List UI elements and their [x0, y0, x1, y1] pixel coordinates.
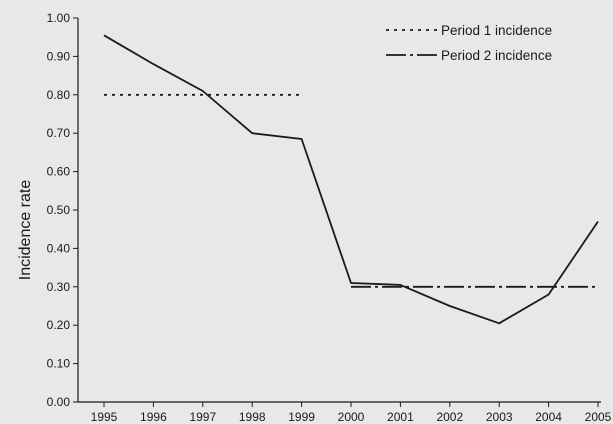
y-tick-label: 0.00: [47, 395, 71, 409]
y-tick-label: 0.50: [47, 203, 71, 217]
x-tick-label: 1997: [189, 410, 216, 424]
legend: Period 1 incidence Period 2 incidence: [386, 23, 552, 63]
legend-label: Period 1 incidence: [441, 23, 552, 38]
x-tick-label: 2003: [486, 410, 513, 424]
x-tick-label: 2004: [535, 410, 562, 424]
x-tick-label: 1996: [140, 410, 167, 424]
y-axis-title: Incidence rate: [17, 180, 34, 281]
y-tick-label: 0.40: [47, 241, 71, 255]
incidence-rate-line: [103, 34, 599, 325]
x-tick-label: 2001: [387, 410, 414, 424]
y-tick-label: 0.70: [47, 126, 71, 140]
legend-label: Period 2 incidence: [441, 48, 552, 63]
data-series: [103, 34, 599, 325]
x-tick-label: 1998: [239, 410, 266, 424]
x-tick-label: 2000: [338, 410, 365, 424]
y-tick-label: 0.20: [47, 318, 71, 332]
y-tick-label: 0.60: [47, 165, 71, 179]
x-axis-ticks: 1995 1996 1997 1998 1999 2000 2001 2002 2003 2004…: [91, 402, 612, 424]
x-tick-label: 1999: [288, 410, 315, 424]
y-tick-label: 0.30: [47, 280, 71, 294]
x-tick-label: 2005: [585, 410, 612, 424]
y-tick-label: 1.00: [47, 11, 71, 25]
x-tick-label: 1995: [91, 410, 118, 424]
y-axis-ticks: 0.00 0.10 0.20 0.30 0.40 0.50 0.60 0.70 0.80 0.90…: [47, 11, 78, 409]
x-tick-label: 2002: [436, 410, 463, 424]
y-tick-label: 0.80: [47, 88, 71, 102]
y-tick-label: 0.10: [47, 357, 71, 371]
axes: [77, 18, 601, 403]
y-tick-label: 0.90: [47, 49, 71, 63]
